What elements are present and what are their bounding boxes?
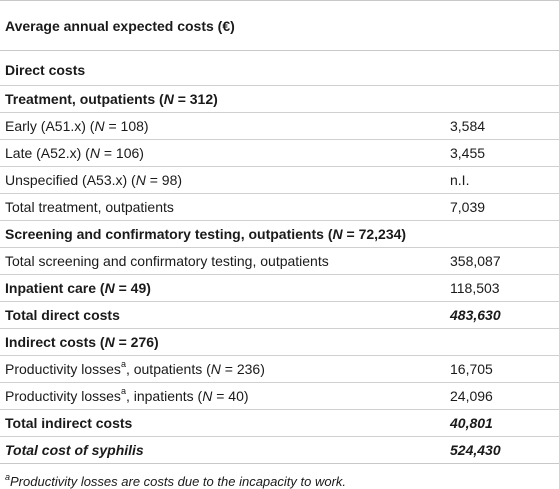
row-value: 7,039 (444, 193, 559, 221)
table-row: Early (A51.x) (N = 108) 3,584 (0, 112, 559, 140)
table-row: Total direct costs 483,630 (0, 301, 559, 329)
table-row: Inpatient care (N = 49) 118,503 (0, 274, 559, 302)
row-label: Productivity lossesa, outpatients (N = 2… (0, 355, 444, 383)
footnote-text: Productivity losses are costs due to the… (10, 474, 347, 489)
row-label: Indirect costs (N = 276) (0, 328, 444, 356)
row-value (444, 85, 559, 113)
table-header-row: Average annual expected costs (€) (0, 0, 559, 51)
table-row: Total indirect costs 40,801 (0, 409, 559, 437)
row-value: 524,430 (444, 436, 559, 464)
row-label: Total direct costs (0, 301, 444, 329)
table-row: Indirect costs (N = 276) (0, 328, 559, 356)
row-value: 483,630 (444, 301, 559, 329)
table-header: Average annual expected costs (€) (0, 0, 559, 51)
table-row: Total treatment, outpatients 7,039 (0, 193, 559, 221)
table-row: Late (A52.x) (N = 106) 3,455 (0, 139, 559, 167)
row-label: Total cost of syphilis (0, 436, 444, 464)
table-row: Screening and confirmatory testing, outp… (0, 220, 559, 248)
row-label: Inpatient care (N = 49) (0, 274, 444, 302)
row-label: Late (A52.x) (N = 106) (0, 139, 444, 167)
row-value (444, 328, 559, 356)
row-value: 3,584 (444, 112, 559, 140)
table-row: Direct costs (0, 50, 559, 86)
footnote-marker: a (120, 386, 126, 397)
row-value: n.I. (444, 166, 559, 194)
row-label: Early (A51.x) (N = 108) (0, 112, 444, 140)
row-value (444, 50, 559, 86)
row-value: 40,801 (444, 409, 559, 437)
row-label: Unspecified (A53.x) (N = 98) (0, 166, 444, 194)
row-value: 358,087 (444, 247, 559, 275)
table-row: Total cost of syphilis 524,430 (0, 436, 559, 464)
row-label: Direct costs (0, 50, 444, 86)
table-row: Total screening and confirmatory testing… (0, 247, 559, 275)
row-label: Total treatment, outpatients (0, 193, 444, 221)
row-value: 118,503 (444, 274, 559, 302)
row-label: Productivity lossesa, inpatients (N = 40… (0, 382, 444, 410)
row-label: Treatment, outpatients (N = 312) (0, 85, 444, 113)
row-value: 3,455 (444, 139, 559, 167)
cost-table: Average annual expected costs (€) Direct… (0, 0, 559, 464)
row-label: Total screening and confirmatory testing… (0, 247, 444, 275)
table-row: Treatment, outpatients (N = 312) (0, 85, 559, 113)
row-label: Total indirect costs (0, 409, 444, 437)
table-row: Unspecified (A53.x) (N = 98) n.I. (0, 166, 559, 194)
row-value (444, 220, 559, 248)
footnote-marker: a (5, 471, 11, 482)
row-value: 24,096 (444, 382, 559, 410)
footnote-marker: a (120, 359, 126, 370)
row-value: 16,705 (444, 355, 559, 383)
table-row: Productivity lossesa, inpatients (N = 40… (0, 382, 559, 410)
table-footnote: aProductivity losses are costs due to th… (0, 464, 559, 489)
table-row: Productivity lossesa, outpatients (N = 2… (0, 355, 559, 383)
row-label: Screening and confirmatory testing, outp… (0, 220, 444, 248)
